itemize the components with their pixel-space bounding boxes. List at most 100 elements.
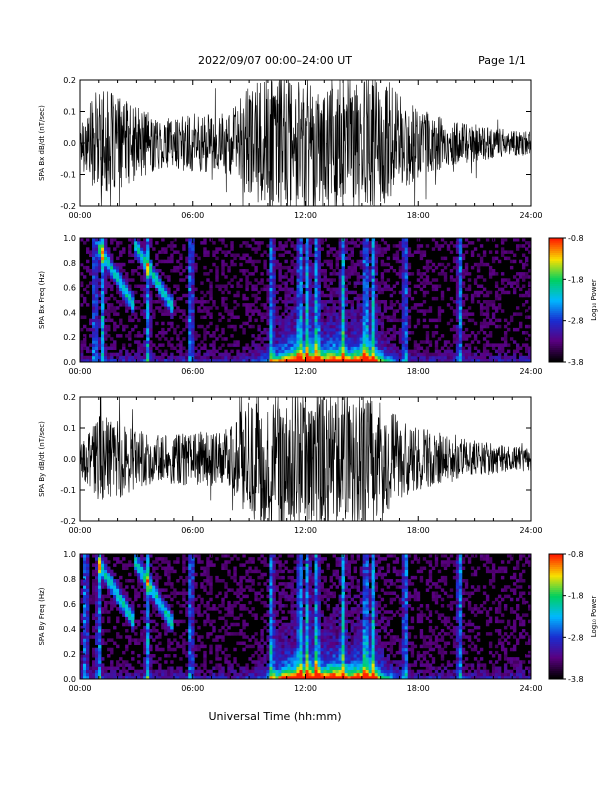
spectrogram-cell: [212, 358, 216, 363]
spectrogram-cell: [314, 327, 318, 332]
spectrogram-cell: [215, 250, 219, 254]
spectrogram-cell: [167, 300, 171, 304]
spectrogram-cell: [413, 303, 418, 307]
spectrogram-cell: [299, 312, 303, 316]
spectrogram-cell: [188, 340, 192, 344]
spectrogram-cell: [107, 327, 111, 332]
y-tick-label: 0.0: [63, 358, 76, 367]
spectrogram-cell: [92, 244, 96, 248]
spectrogram-cell: [482, 355, 487, 360]
spectrogram-cell: [188, 343, 192, 347]
spectrogram-cell: [464, 352, 469, 357]
spectrogram-cell: [413, 250, 418, 254]
spectrogram-cell: [170, 604, 174, 608]
spectrogram-cell: [83, 241, 87, 245]
spectrogram-cell: [188, 306, 192, 310]
spectrogram-cell: [182, 358, 186, 363]
spectrogram-cell: [179, 296, 183, 301]
spectrogram-cell: [467, 349, 472, 354]
spectrogram-cell: [524, 309, 529, 313]
spectrogram-cell: [170, 247, 174, 251]
spectrogram-cell: [167, 306, 171, 310]
spectrogram-cell: [86, 349, 90, 354]
spectrogram-cell: [365, 287, 370, 292]
spectrogram-cell: [398, 241, 403, 245]
spectrogram-cell: [218, 579, 222, 583]
spectrogram-cell: [131, 306, 135, 310]
spectrogram-cell: [173, 331, 177, 335]
spectrogram-cell: [461, 352, 466, 357]
colorbar-segment: [549, 324, 563, 328]
spectrogram-cell: [110, 241, 114, 245]
spectrogram-cell: [335, 321, 339, 326]
spectrogram-cell: [446, 349, 451, 354]
spectrogram-cell: [524, 346, 529, 350]
spectrogram-cell: [497, 293, 502, 298]
spectrogram-cell: [155, 272, 159, 276]
spectrogram-cell: [158, 647, 162, 652]
spectrogram-cell: [269, 250, 273, 254]
spectrogram-cell: [215, 579, 219, 583]
spectrogram-cell: [95, 331, 99, 335]
spectrogram-cell: [488, 275, 493, 279]
spectrogram-cell: [284, 287, 288, 292]
spectrogram-cell: [230, 334, 234, 338]
spectrogram-cell: [116, 324, 120, 329]
spectrogram-cell: [101, 346, 105, 350]
spectrogram-cell: [206, 290, 210, 295]
spectrogram-cell: [83, 604, 87, 608]
spectrogram-cell: [338, 343, 342, 347]
spectrogram-cell: [191, 582, 195, 586]
spectrogram-cell: [170, 582, 174, 586]
spectrogram-cell: [92, 262, 96, 267]
spectrogram-cell: [338, 321, 342, 326]
spectrogram-cell: [455, 238, 460, 242]
spectrogram-cell: [95, 669, 99, 674]
spectrogram-cell: [89, 349, 93, 354]
spectrogram-cell: [359, 293, 364, 298]
spectrogram-cell: [239, 324, 243, 329]
spectrogram-cell: [149, 321, 153, 326]
spectrogram-cell: [272, 296, 276, 301]
spectrogram-cell: [494, 309, 499, 313]
spectrogram-cell: [374, 343, 379, 347]
spectrogram-cell: [317, 262, 321, 267]
spectrogram-cell: [239, 585, 243, 589]
spectrogram-cell: [134, 597, 138, 602]
spectrogram-cell: [128, 238, 132, 242]
spectrogram-cell: [278, 352, 282, 357]
spectrogram-cell: [215, 666, 219, 671]
spectrogram-cell: [236, 358, 240, 363]
colorbar-segment: [549, 357, 563, 361]
spectrogram-cell: [488, 358, 493, 363]
spectrogram-cell: [395, 281, 400, 285]
spectrogram-cell: [377, 309, 382, 313]
spectrogram-cell: [86, 625, 90, 630]
spectrogram-cell: [380, 321, 385, 326]
spectrogram-cell: [167, 675, 171, 680]
spectrogram-cell: [332, 343, 336, 347]
spectrogram-cell: [143, 247, 147, 251]
spectrogram-cell: [302, 256, 306, 261]
spectrogram-cell: [182, 644, 186, 649]
spectrogram-cell: [158, 349, 162, 354]
spectrogram-cell: [311, 312, 315, 316]
spectrogram-cell: [371, 241, 376, 245]
spectrogram-cell: [362, 349, 367, 354]
spectrogram-cell: [455, 265, 460, 270]
spectrogram-cell: [332, 269, 336, 273]
spectrogram-cell: [179, 591, 183, 596]
spectrogram-cell: [371, 318, 376, 323]
spectrogram-cell: [287, 327, 291, 332]
spectrogram-cell: [98, 582, 102, 586]
spectrogram-cell: [191, 579, 195, 583]
spectrogram-cell: [371, 253, 376, 257]
spectrogram-cell: [197, 309, 201, 313]
spectrogram-cell: [101, 607, 105, 611]
spectrogram-cell: [368, 349, 373, 354]
spectrogram-cell: [299, 265, 303, 270]
spectrogram-cell: [182, 554, 186, 558]
spectrogram-cell: [305, 355, 309, 360]
spectrogram-cell: [116, 244, 120, 248]
spectrogram-cell: [140, 275, 144, 279]
